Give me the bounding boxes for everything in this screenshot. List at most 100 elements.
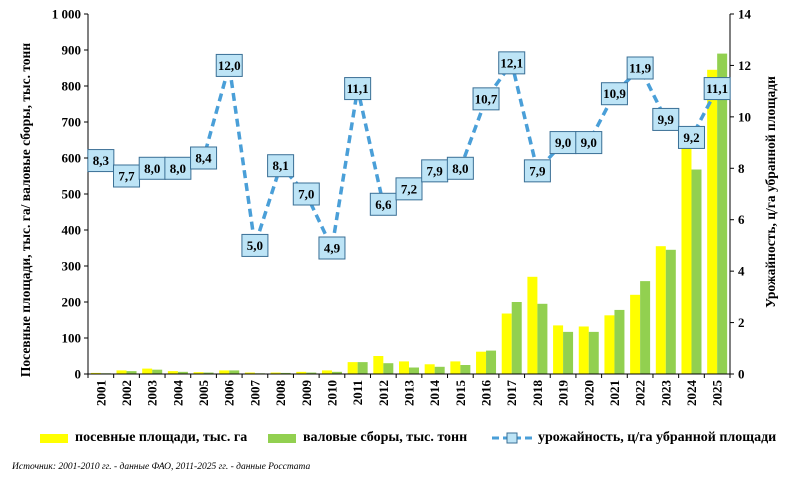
yield-data-label: 8,1: [272, 158, 288, 173]
yield-data-label: 9,0: [581, 135, 597, 150]
bar-gross-harvest: [280, 372, 291, 374]
y-tick-label: 100: [62, 331, 82, 346]
x-tick-label: 2006: [222, 380, 237, 407]
bar-sown-area: [424, 364, 435, 374]
bar-gross-harvest: [563, 331, 574, 374]
bar-gross-harvest: [511, 302, 522, 374]
y2-tick-label: 10: [738, 109, 751, 124]
x-tick-label: 2008: [273, 380, 288, 407]
yield-point-marker: [446, 156, 474, 180]
x-tick-label: 2012: [376, 380, 391, 406]
yield-point-marker: [498, 51, 526, 75]
bar-gross-harvest: [331, 371, 342, 374]
yield-point-marker: [190, 146, 218, 170]
bar-sown-area: [655, 246, 666, 374]
y2-tick-label: 2: [738, 315, 745, 330]
bar-sown-area: [373, 356, 384, 374]
bar-gross-harvest: [229, 370, 240, 374]
yield-data-label: 9,2: [683, 130, 699, 145]
x-tick-label: 2005: [196, 380, 211, 407]
x-tick-label: 2018: [530, 380, 545, 407]
bar-sown-area: [347, 362, 358, 374]
bar-gross-harvest: [152, 369, 163, 374]
legend-label-sown-area: посевные площади, тыс. га: [75, 430, 248, 445]
y2-tick-label: 12: [738, 58, 751, 73]
bar-sown-area: [321, 370, 332, 374]
x-tick-label: 2004: [170, 380, 185, 407]
bar-gross-harvest: [665, 249, 676, 374]
yield-point-marker: [292, 182, 320, 206]
yield-point-marker: [318, 236, 346, 260]
yield-data-label: 8,4: [195, 151, 212, 166]
bar-sown-area: [296, 371, 307, 374]
bar-gross-harvest: [126, 371, 137, 374]
legend-swatch-green: [268, 433, 296, 443]
x-tick-label: 2002: [119, 380, 134, 406]
chart: 8,3 7,7 8,0 8,0 8,4 12,0 5,0 8,1 7,0 4,9 11,1 6,6 7,…: [18, 7, 778, 407]
bars-sown-area: [90, 69, 718, 375]
yield-point-marker: [575, 131, 603, 155]
x-tick-label: 2016: [479, 380, 494, 407]
y-tick-label: 1 000: [52, 7, 81, 22]
bar-gross-harvest: [614, 309, 625, 374]
bar-sown-area: [578, 326, 589, 374]
x-tick-label: 2021: [607, 380, 622, 406]
yield-point-marker: [600, 82, 628, 106]
x-tick-label: 2023: [658, 380, 673, 407]
legend: посевные площади, тыс. га валовые сборы,…: [40, 430, 790, 450]
yield-data-label: 10,7: [475, 91, 498, 106]
yield-data-label: 8,0: [144, 161, 160, 176]
yield-data-label: 7,9: [529, 163, 546, 178]
yield-point-marker: [472, 87, 500, 111]
yield-data-label: 8,0: [170, 161, 186, 176]
y2-tick-label: 4: [738, 264, 745, 279]
x-tick-label: 2019: [556, 380, 571, 407]
y2-axis-title: Урожайность, ц/га убранной площади: [763, 76, 778, 308]
bar-gross-harvest: [717, 53, 728, 374]
x-tick-label: 2024: [684, 380, 699, 407]
x-tick-label: 2025: [710, 380, 725, 407]
bar-sown-area: [501, 313, 512, 374]
yield-point-marker: [626, 56, 654, 80]
yield-data-label: 9,0: [555, 135, 571, 150]
bar-gross-harvest: [486, 350, 497, 374]
yield-data-label: 8,3: [93, 153, 110, 168]
y-tick-label: 900: [62, 43, 82, 58]
yield-point-marker: [87, 149, 115, 173]
yield-data-label: 12,0: [218, 58, 241, 73]
bar-sown-area: [270, 372, 281, 374]
yield-data-label: 4,9: [324, 241, 341, 256]
bars-gross-harvest: [100, 53, 728, 374]
yield-data-label: 5,0: [247, 238, 263, 253]
yield-point-marker: [703, 77, 731, 101]
bar-gross-harvest: [460, 365, 471, 374]
bar-gross-harvest: [537, 303, 548, 374]
yield-point-marker: [241, 233, 269, 257]
x-tick-label: 2010: [324, 380, 339, 406]
yield-point-marker: [652, 107, 680, 131]
yield-data-label: 11,1: [347, 81, 369, 96]
y-tick-label: 600: [62, 151, 82, 166]
x-tick-label: 2014: [427, 380, 442, 407]
ticks: 0 100 200 300 400 500 600 700 800 900 1 000 0 2 4 6 8 10…: [52, 7, 752, 407]
x-tick-label: 2020: [581, 380, 596, 406]
y-tick-label: 700: [62, 115, 82, 130]
bar-gross-harvest: [640, 281, 651, 374]
yield-data-label: 8,0: [452, 161, 468, 176]
yield-point-marker: [267, 154, 295, 178]
yield-data-label: 11,9: [629, 61, 652, 76]
source-note: Источник: 2001-2010 гг. - данные ФАО, 20…: [12, 462, 311, 472]
x-tick-label: 2015: [453, 380, 468, 407]
bar-gross-harvest: [409, 367, 419, 374]
x-tick-label: 2001: [93, 380, 108, 406]
yield-point-marker: [677, 125, 705, 149]
bar-sown-area: [167, 371, 178, 374]
yield-point-marker: [344, 77, 372, 101]
bar-sown-area: [193, 372, 204, 374]
x-tick-label: 2022: [633, 380, 648, 406]
yield-point-marker: [369, 192, 397, 216]
yield-data-label: 7,7: [118, 169, 135, 184]
bar-sown-area: [476, 351, 487, 374]
x-tick-label: 2003: [145, 380, 160, 407]
bar-sown-area: [604, 315, 615, 374]
